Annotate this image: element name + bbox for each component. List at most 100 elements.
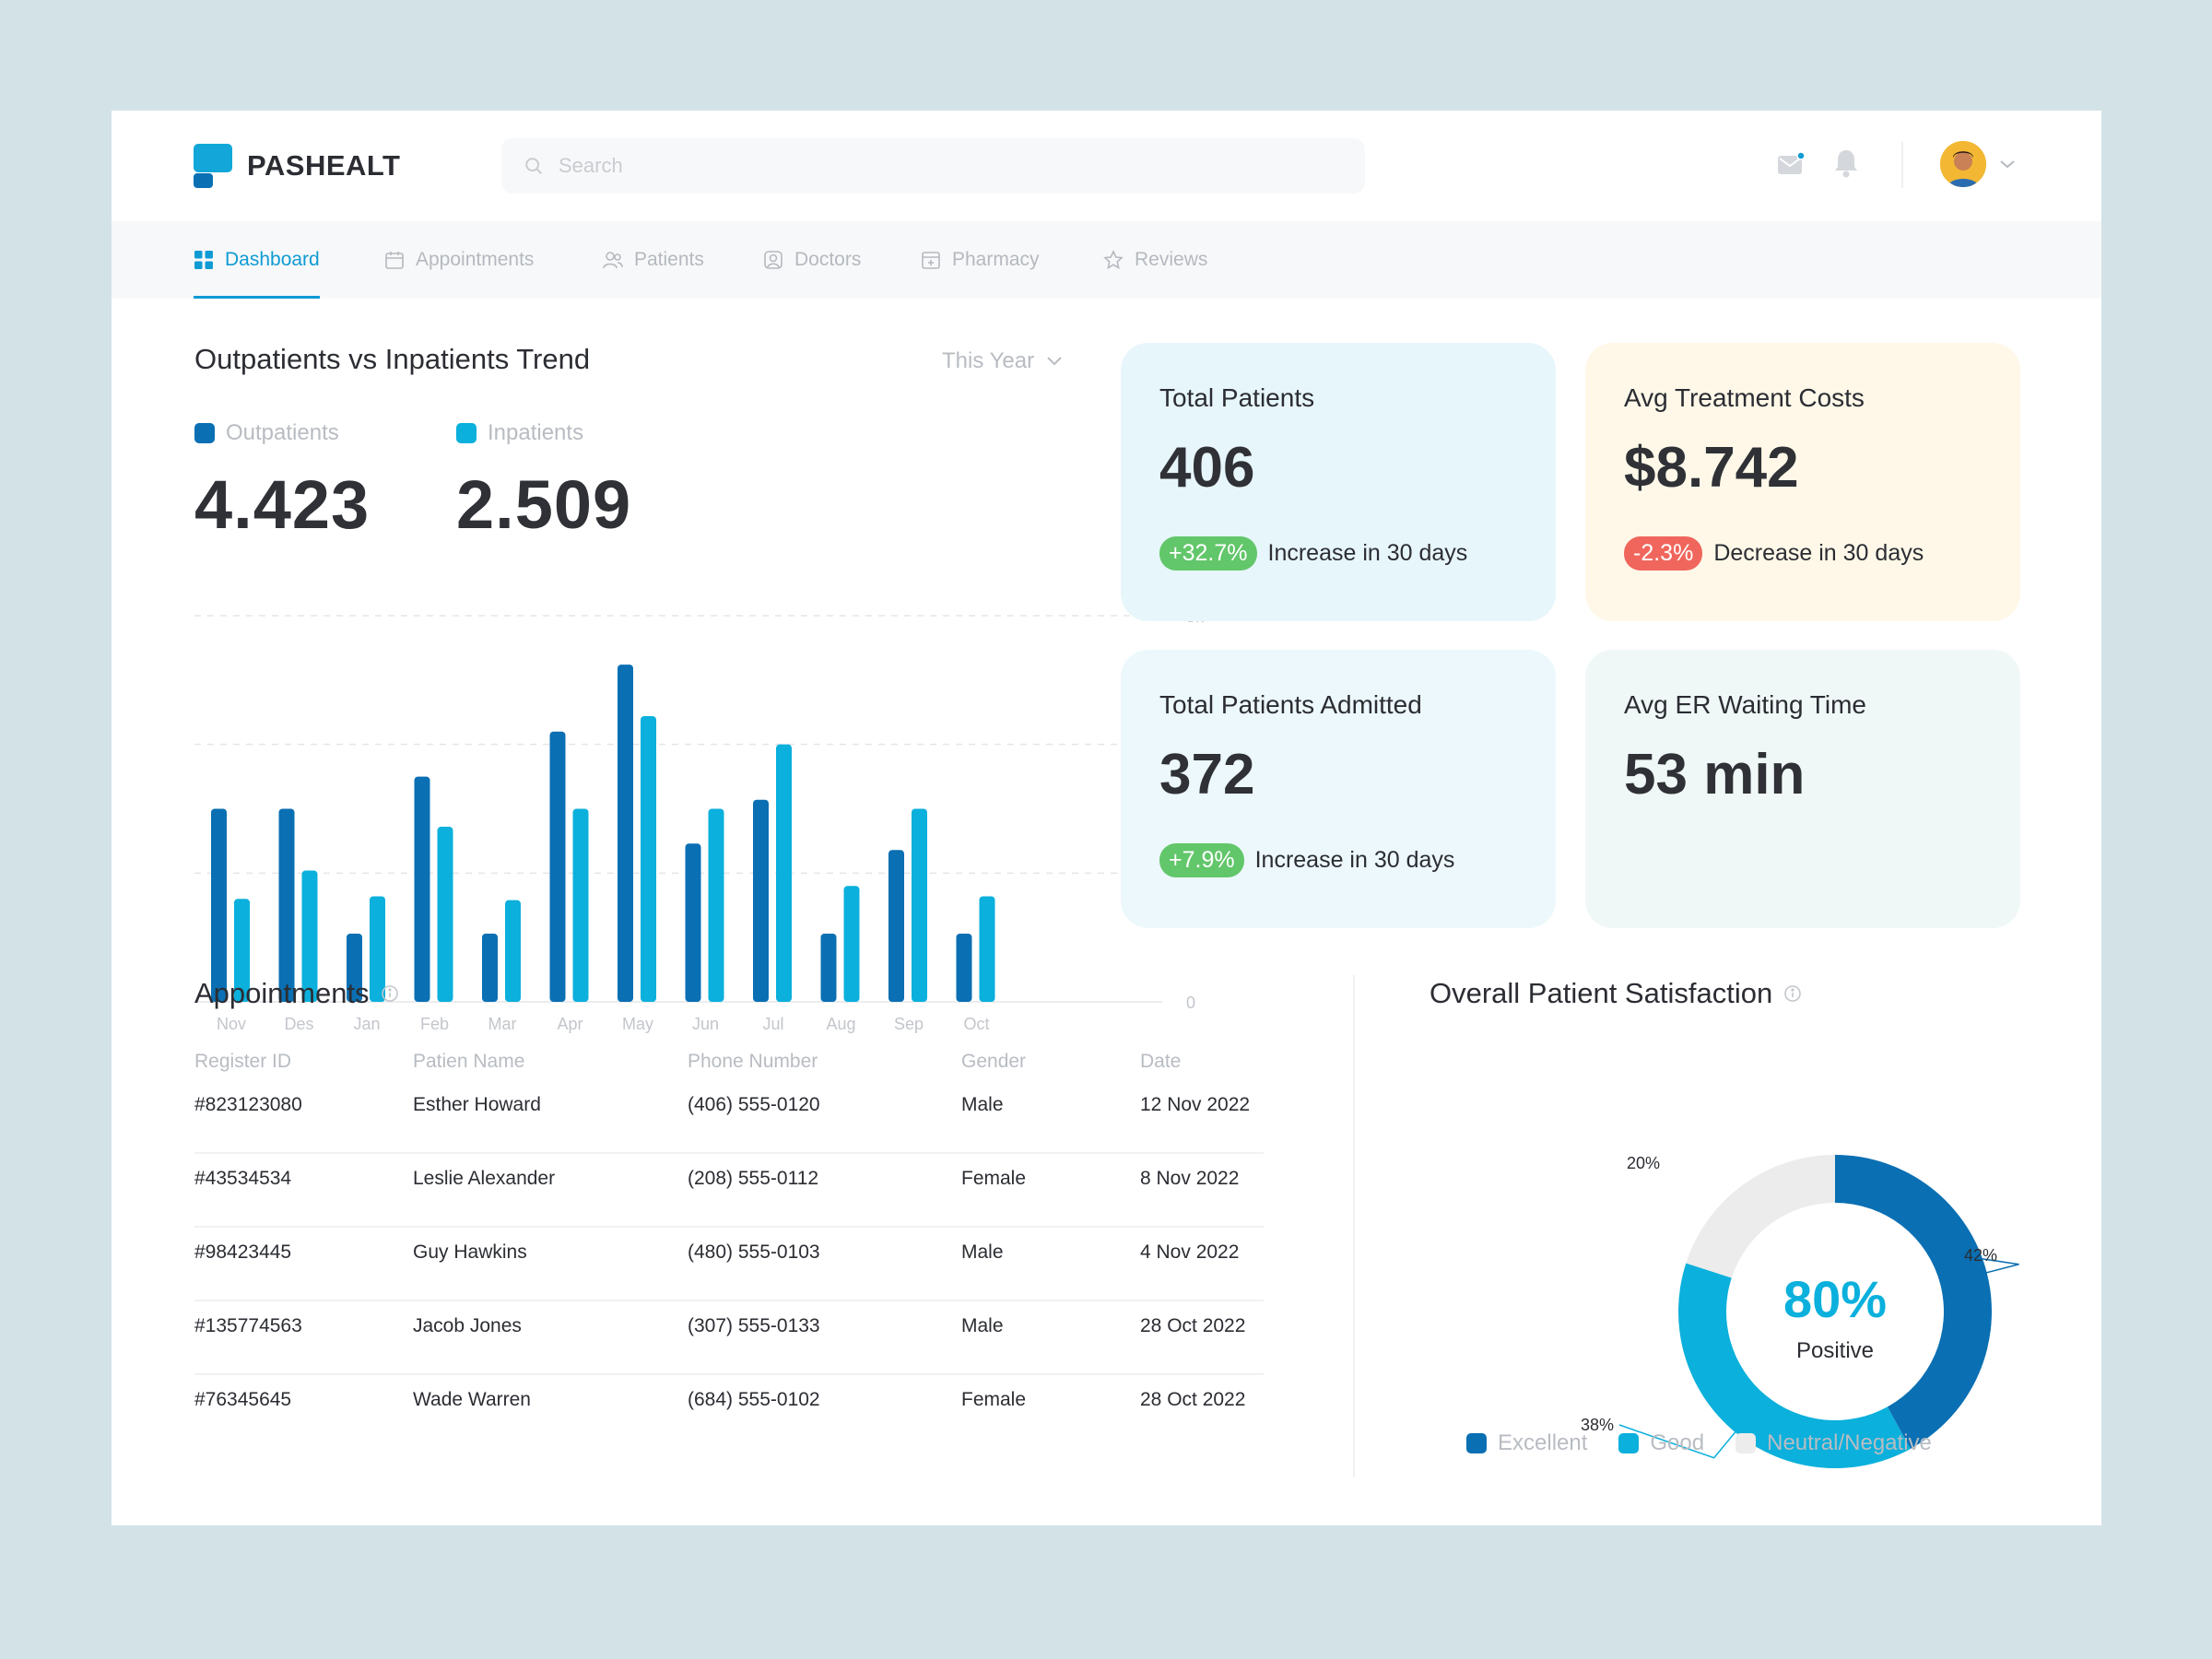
period-select[interactable]: This Year: [942, 348, 1064, 374]
info-icon[interactable]: [1783, 984, 1802, 1003]
stat-value: $8.742: [1624, 436, 1799, 500]
tab-pharmacy[interactable]: Pharmacy: [921, 221, 1040, 299]
stat-label: Total Patients Admitted: [1159, 690, 1422, 719]
change-badge: +32.7%: [1159, 536, 1257, 571]
table-row[interactable]: #76345645 Wade Warren (684) 555-0102 Fem…: [194, 1375, 1264, 1449]
outpatients-swatch: [194, 423, 215, 443]
good-swatch: [1618, 1433, 1640, 1453]
inpatients-label: Inpatients: [488, 420, 584, 445]
phone-number: (480) 555-0103: [688, 1241, 820, 1263]
stat-value: 53 min: [1624, 743, 1806, 806]
gender: Male: [961, 1094, 1004, 1115]
outpatients-label: Outpatients: [226, 420, 339, 445]
gender: Female: [961, 1389, 1027, 1410]
patient-name: Guy Hawkins: [413, 1241, 527, 1263]
date: 28 Oct 2022: [1140, 1315, 1246, 1336]
patient-name: Leslie Alexander: [413, 1168, 556, 1189]
donut-center-label: Positive: [1796, 1338, 1874, 1363]
inpatients-bar: [572, 808, 589, 1002]
search-input[interactable]: [559, 138, 1351, 194]
donut-slice-excellent: [1835, 1155, 1992, 1449]
y-tick-label: 0: [1186, 994, 1195, 1012]
outpatients-bar: [888, 850, 904, 1002]
table-row[interactable]: #98423445 Guy Hawkins (480) 555-0103 Mal…: [194, 1228, 1264, 1301]
tab-dashboard[interactable]: Dashboard: [194, 221, 320, 299]
inpatients-bar: [505, 900, 521, 1002]
tab-reviews-label: Reviews: [1135, 249, 1208, 270]
tab-appointments-label: Appointments: [416, 249, 535, 270]
excellent-swatch: [1466, 1433, 1487, 1453]
donut-slice-good: [1678, 1263, 1911, 1468]
dashboard-window: PASHEALT Dashboard: [112, 111, 2101, 1525]
legend-excellent: Excellent: [1466, 1430, 1587, 1456]
main-nav: Dashboard Appointments Patients Doctors …: [112, 221, 2101, 299]
info-icon[interactable]: [381, 984, 399, 1003]
x-tick-label: Oct: [963, 1015, 989, 1033]
table-row[interactable]: #43534534 Leslie Alexander (208) 555-011…: [194, 1154, 1264, 1228]
table-row[interactable]: #823123080 Esther Howard (406) 555-0120 …: [194, 1080, 1264, 1154]
stat-avg-er-waiting-time: Avg ER Waiting Time 53 min: [1585, 650, 2020, 928]
x-tick-label: May: [622, 1015, 653, 1033]
x-tick-label: Aug: [826, 1015, 855, 1033]
logo-icon[interactable]: [194, 144, 232, 188]
section-divider: [1353, 975, 1355, 1477]
table-row[interactable]: #135774563 Jacob Jones (307) 555-0133 Ma…: [194, 1301, 1264, 1375]
inpatients-bar: [912, 808, 927, 1002]
legend-neutral-label: Neutral/Negative: [1767, 1430, 1932, 1455]
leader-line: [1958, 1254, 2019, 1275]
tab-patients[interactable]: Patients: [603, 221, 704, 299]
x-tick-label: Nov: [217, 1015, 246, 1033]
register-id: #76345645: [194, 1389, 292, 1410]
inpatients-value: 2.509: [456, 466, 632, 543]
inpatients-bar: [370, 896, 385, 1002]
stat-label: Avg Treatment Costs: [1624, 383, 1865, 412]
change-text: Increase in 30 days: [1254, 847, 1455, 873]
neutral-swatch: [1735, 1433, 1757, 1453]
avatar[interactable]: [1940, 141, 1986, 187]
appointments-table: Register ID Patien Name Phone Number Gen…: [194, 1043, 1264, 1449]
patient-name: Jacob Jones: [413, 1315, 522, 1336]
stat-label: Total Patients: [1159, 383, 1315, 412]
stat-value: 372: [1159, 743, 1255, 806]
register-id: #43534534: [194, 1168, 292, 1189]
x-tick-label: Jan: [353, 1015, 380, 1033]
calendar-icon: [385, 252, 404, 269]
mail-icon[interactable]: [1776, 150, 1806, 180]
satisfaction-legend: Excellent Good Neutral/Negative: [1466, 1430, 1932, 1456]
legend-good: Good: [1618, 1430, 1704, 1456]
stat-total-patients-admitted: Total Patients Admitted 372 +7.9% Increa…: [1121, 650, 1556, 928]
gender: Female: [961, 1168, 1027, 1189]
tab-doctors[interactable]: Doctors: [763, 221, 861, 299]
search-bar[interactable]: [501, 138, 1365, 194]
tab-reviews[interactable]: Reviews: [1103, 221, 1207, 299]
tab-pharmacy-label: Pharmacy: [952, 249, 1040, 270]
inpatients-bar: [641, 715, 656, 1002]
outpatients-value: 4.423: [194, 466, 371, 543]
inpatients-bar: [708, 808, 724, 1002]
change-badge: +7.9%: [1159, 843, 1244, 877]
x-tick-label: Jun: [692, 1015, 719, 1033]
outpatients-bar: [820, 933, 837, 1002]
donut-center-value: 80%: [1783, 1270, 1887, 1328]
tab-patients-label: Patients: [634, 249, 704, 270]
date: 4 Nov 2022: [1140, 1241, 1240, 1263]
outpatients-bar: [211, 808, 227, 1002]
outpatients-bar: [278, 808, 295, 1002]
donut-slice-neutral-negative: [1686, 1155, 1835, 1278]
legend-excellent-label: Excellent: [1498, 1430, 1588, 1455]
appointments-title: Appointments: [194, 977, 399, 1010]
satisfaction-title-text: Overall Patient Satisfaction: [1430, 977, 1773, 1009]
gender: Male: [961, 1241, 1004, 1263]
brand-name: PASHEALT: [247, 149, 401, 182]
donut-percent-label: 20%: [1627, 1154, 1660, 1172]
tab-doctors-label: Doctors: [794, 249, 862, 270]
tab-appointments[interactable]: Appointments: [384, 221, 534, 299]
register-id: #98423445: [194, 1241, 292, 1263]
legend-neutral: Neutral/Negative: [1735, 1430, 1932, 1456]
inpatients-bar: [234, 899, 250, 1002]
legend-outpatients: Outpatients: [194, 420, 339, 446]
bell-icon[interactable]: [1831, 147, 1861, 179]
gender: Male: [961, 1315, 1004, 1336]
chevron-down-icon[interactable]: [1997, 155, 2018, 173]
pharmacy-icon: [922, 252, 940, 269]
